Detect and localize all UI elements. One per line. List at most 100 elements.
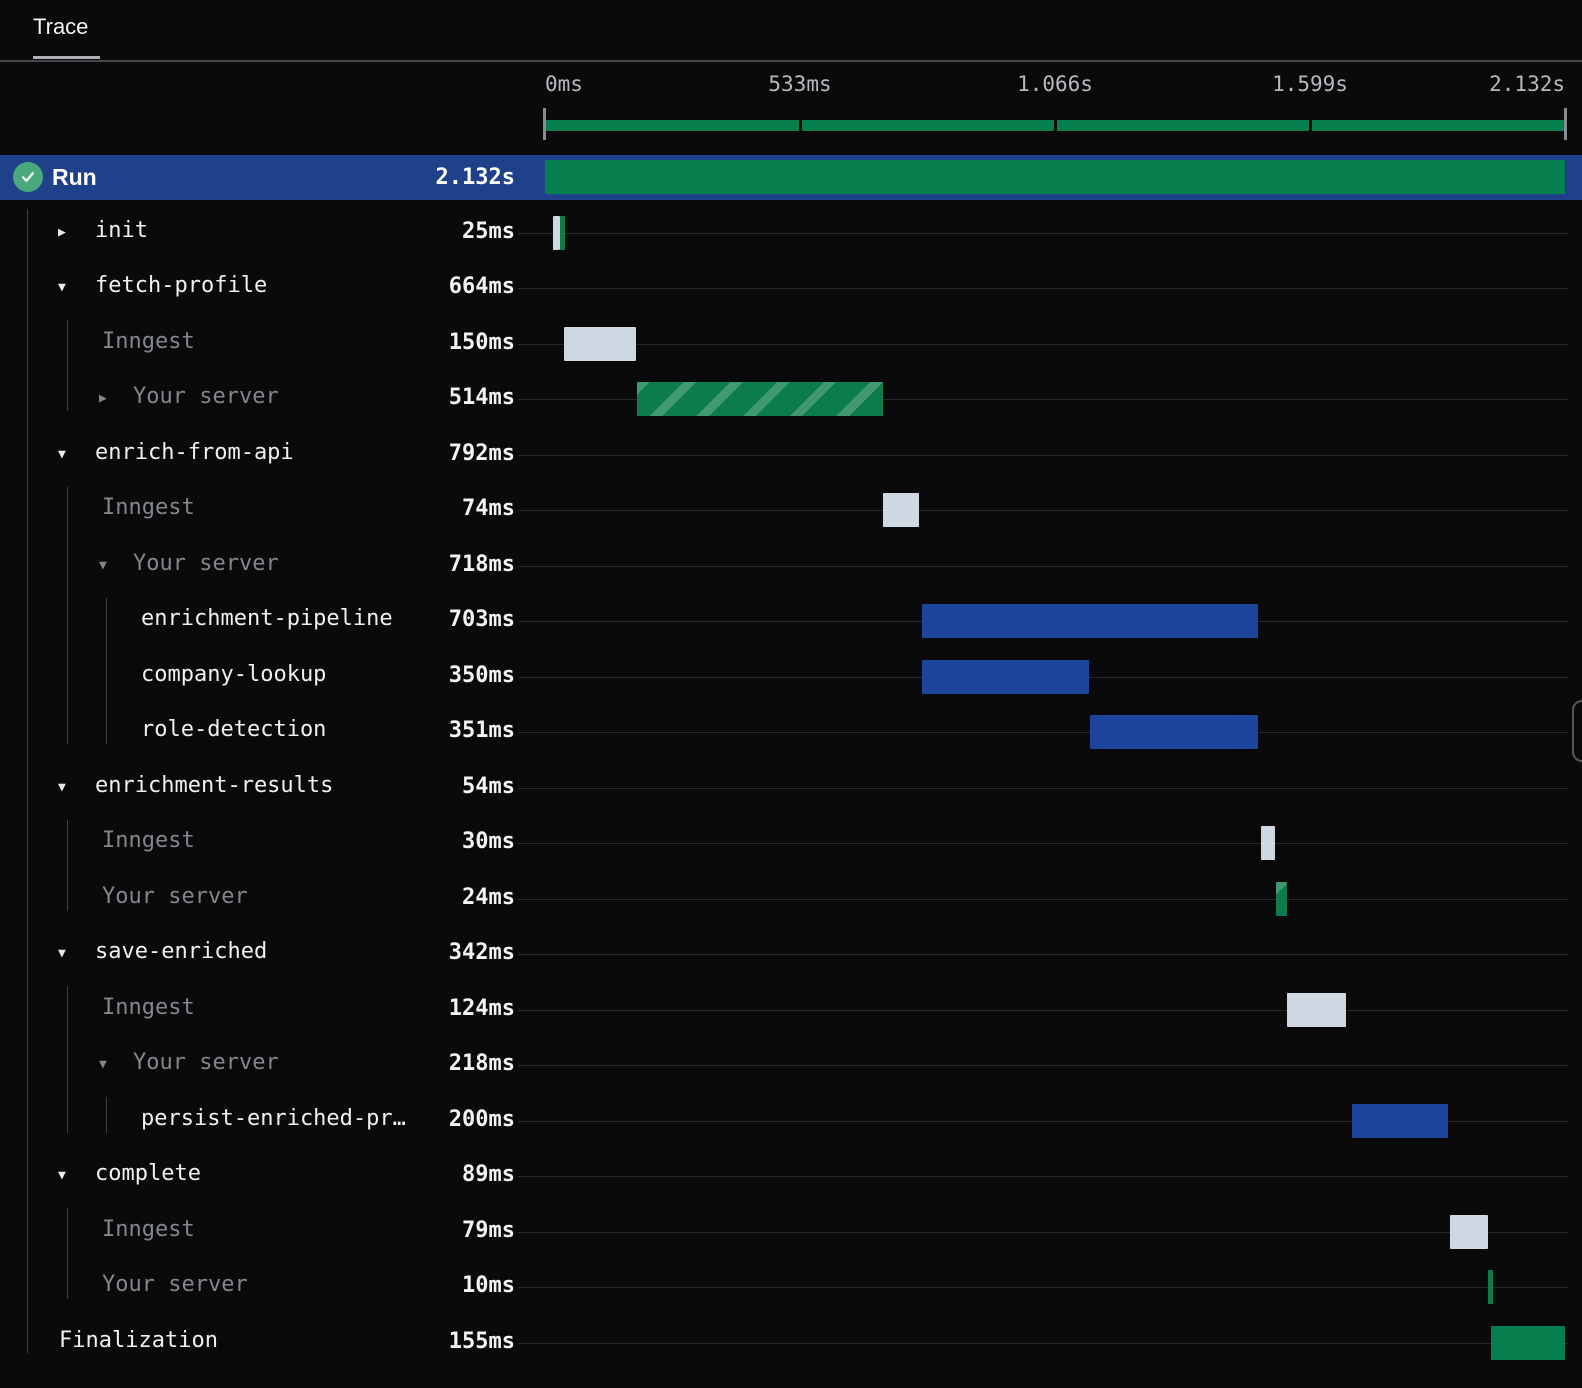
trace-row[interactable]: Inngest 30ms	[0, 816, 1582, 872]
span-duration: 703ms	[448, 607, 515, 633]
axis-tick-label: 0ms	[545, 72, 583, 96]
chevron-down-icon[interactable]: ▼	[58, 446, 66, 462]
success-check-icon	[13, 162, 43, 192]
span-duration: 200ms	[448, 1106, 515, 1132]
axis-tick-label: 1.066s	[1017, 72, 1093, 96]
row-grid-line	[518, 232, 1568, 234]
span-duration: 218ms	[448, 1051, 515, 1077]
trace-row[interactable]: enrichment-pipeline 703ms	[0, 594, 1582, 650]
trace-row[interactable]: Inngest 150ms	[0, 316, 1582, 372]
row-grid-line	[518, 454, 1568, 456]
row-grid-line	[518, 1065, 1568, 1067]
chevron-down-icon[interactable]: ▼	[58, 946, 66, 962]
span-bar[interactable]	[1488, 1270, 1494, 1305]
trace-row[interactable]: ▼ fetch-profile 664ms	[0, 261, 1582, 317]
trace-row[interactable]: ▼ complete 89ms	[0, 1149, 1582, 1205]
span-label: complete	[95, 1161, 201, 1187]
span-bar[interactable]	[1490, 1325, 1565, 1360]
trace-row[interactable]: Your server 24ms	[0, 871, 1582, 927]
row-grid-line	[518, 1176, 1568, 1178]
row-grid-line	[518, 565, 1568, 567]
axis-inner-tick	[798, 117, 802, 134]
trace-row[interactable]: ▼ enrichment-results 54ms	[0, 760, 1582, 816]
tree-guide-line	[67, 986, 68, 1133]
axis-inner-tick	[1308, 117, 1312, 134]
span-bar[interactable]	[564, 326, 636, 361]
span-bar[interactable]	[636, 382, 883, 417]
row-grid-line	[518, 1009, 1568, 1011]
span-duration: 514ms	[448, 385, 515, 411]
span-bar[interactable]	[921, 659, 1090, 694]
axis-tick-label: 1.599s	[1272, 72, 1348, 96]
tree-guide-line	[67, 819, 68, 911]
trace-row[interactable]: persist-enriched-pr… 200ms	[0, 1093, 1582, 1149]
trace-row[interactable]: ▼ Your server 718ms	[0, 538, 1582, 594]
row-grid-line	[518, 898, 1568, 900]
trace-row[interactable]: company-lookup 350ms	[0, 649, 1582, 705]
chevron-down-icon[interactable]: ▼	[58, 779, 66, 795]
span-bar[interactable]	[1089, 715, 1258, 750]
tree-guide-line	[67, 1208, 68, 1300]
span-duration: 24ms	[462, 884, 515, 910]
span-label: Your server	[102, 1272, 248, 1298]
tree-guide-line	[106, 597, 107, 745]
span-bar[interactable]	[883, 493, 919, 528]
trace-row[interactable]: Inngest 74ms	[0, 483, 1582, 539]
trace-row[interactable]: ▼ save-enriched 342ms	[0, 927, 1582, 983]
span-duration: 124ms	[448, 995, 515, 1021]
span-duration: 155ms	[448, 1328, 515, 1354]
span-bar[interactable]	[1260, 826, 1276, 861]
span-label: Your server	[102, 883, 248, 909]
axis-tick-label: 533ms	[768, 72, 832, 96]
span-label: Inngest	[102, 994, 195, 1020]
chevron-down-icon[interactable]: ▼	[58, 1168, 66, 1184]
span-duration: 150ms	[448, 329, 515, 355]
span-label: Inngest	[102, 1216, 195, 1242]
row-grid-line	[518, 1231, 1568, 1233]
span-label: company-lookup	[141, 661, 327, 687]
tree-guide-line	[67, 486, 68, 745]
axis-end-tick	[1564, 108, 1567, 140]
trace-row[interactable]: Finalization 155ms	[0, 1315, 1582, 1371]
trace-row[interactable]: Your server 10ms	[0, 1260, 1582, 1316]
chevron-down-icon[interactable]: ▼	[58, 280, 66, 296]
trace-row[interactable]: ▼ enrich-from-api 792ms	[0, 427, 1582, 483]
row-grid-line	[518, 288, 1568, 290]
span-bar[interactable]	[1352, 1103, 1448, 1138]
trace-row[interactable]: ▶ Your server 514ms	[0, 372, 1582, 428]
span-duration: 342ms	[448, 940, 515, 966]
trace-row[interactable]: Inngest 124ms	[0, 982, 1582, 1038]
span-bar[interactable]	[1450, 1214, 1488, 1249]
span-bar[interactable]	[559, 215, 565, 250]
axis-end-tick	[543, 108, 546, 140]
vertical-scrollbar-thumb[interactable]	[1572, 700, 1582, 762]
chevron-down-icon[interactable]: ▼	[99, 557, 107, 573]
span-duration: 351ms	[448, 718, 515, 744]
run-duration: 2.132s	[435, 165, 515, 190]
trace-row[interactable]: Inngest 79ms	[0, 1204, 1582, 1260]
span-bar[interactable]	[1275, 881, 1288, 916]
run-span-bar[interactable]	[545, 160, 1565, 194]
span-bar[interactable]	[1287, 992, 1347, 1027]
row-grid-line	[518, 1120, 1568, 1122]
chevron-right-icon[interactable]: ▶	[99, 391, 107, 407]
span-duration: 74ms	[462, 496, 515, 522]
span-label: Your server	[133, 1050, 279, 1076]
span-bar[interactable]	[552, 215, 560, 250]
row-grid-line	[518, 843, 1568, 845]
run-row[interactable]: Run 2.132s	[0, 155, 1582, 200]
tab-trace-label: Trace	[33, 14, 89, 39]
row-grid-line	[518, 787, 1568, 789]
span-bar[interactable]	[921, 604, 1259, 639]
chevron-down-icon[interactable]: ▼	[99, 1057, 107, 1073]
chevron-right-icon[interactable]: ▶	[58, 224, 66, 240]
row-grid-line	[518, 1342, 1568, 1344]
tree-guide-line	[27, 209, 28, 1353]
span-label: init	[95, 217, 148, 243]
trace-row[interactable]: ▼ Your server 218ms	[0, 1038, 1582, 1094]
trace-row[interactable]: role-detection 351ms	[0, 705, 1582, 761]
row-grid-line	[518, 954, 1568, 956]
trace-row[interactable]: ▶ init 25ms	[0, 205, 1582, 261]
span-duration: 718ms	[448, 551, 515, 577]
